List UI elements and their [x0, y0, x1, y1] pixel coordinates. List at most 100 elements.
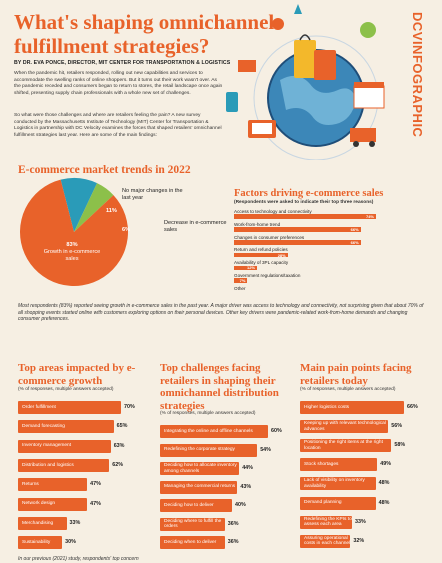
market-trends-title: E-commerce market trends in 2022	[18, 164, 191, 176]
factor-row: Government regulations/taxation 7%	[234, 273, 376, 283]
factor-label: Access to technology and connectivity	[234, 209, 312, 214]
area-label: Returns	[22, 481, 39, 487]
challenge-label: Deciding how to allocate inventory among…	[164, 463, 237, 474]
challenges-title: Top challenges facing retailers in shapi…	[160, 362, 279, 412]
areas-subtitle: (% of responses, multiple answers accept…	[18, 387, 114, 392]
pie-pct-nochange: 11%	[106, 208, 117, 214]
pain-bar: Keeping up with relevant technological a…	[300, 420, 389, 434]
factor-label: Government regulations/taxation	[234, 273, 301, 278]
pie-slice-0	[19, 179, 128, 286]
factors-title: Factors driving e-commerce sales	[234, 188, 384, 199]
area-bar: Network design	[18, 497, 88, 511]
cart-icon	[238, 60, 256, 72]
pie-label-decrease: Decrease in e-commerce sales	[164, 220, 227, 233]
pain-value: 58%	[394, 442, 406, 449]
factor-bar: 7%	[234, 278, 248, 284]
factor-row: Return and refund policies 28%	[234, 247, 376, 258]
area-label: Demand forecasting	[22, 424, 65, 430]
findings-note: Most respondents (83%) reported seeing g…	[18, 303, 424, 323]
factor-bar: 12%	[234, 265, 258, 271]
intro-paragraph-2: So what were those challenges and where …	[14, 113, 222, 138]
pain-label: Stock shortages	[304, 462, 339, 468]
pain-bar: Assuring operational costs in each chann…	[300, 534, 351, 548]
shopping-bag-icon	[294, 40, 316, 78]
pain-bar: Higher logistics costs	[300, 401, 404, 414]
factor-row: Changes in consumer preferences 66%	[234, 235, 376, 245]
challenges-subtitle: (% of responses, multiple answers accept…	[160, 411, 256, 416]
factor-value: 28%	[277, 252, 286, 258]
challenge-bar: Deciding when to deliver	[160, 536, 225, 549]
pain-value: 48%	[378, 499, 390, 506]
area-label: Inventory management	[22, 443, 72, 449]
factors-subtitle: (Respondents were asked to indicate thei…	[234, 200, 374, 205]
pains-subtitle: (% of responses, multiple answers accept…	[300, 387, 396, 392]
truck-icon	[350, 128, 376, 142]
challenge-label: Deciding how to deliver	[164, 502, 214, 508]
pain-bar: Lack of visibility on inventory availabi…	[300, 477, 376, 491]
factor-row: Work-from-home trend 66%	[234, 222, 376, 232]
factor-bar: 28%	[234, 253, 288, 258]
area-label: Sustainability	[22, 539, 51, 545]
challenge-value: 40%	[235, 502, 246, 508]
factor-value: 12%	[247, 265, 256, 271]
pain-label: Lack of visibility on inventory availabi…	[304, 478, 365, 489]
area-value: 47%	[90, 481, 101, 488]
pain-label: Demand planning	[304, 500, 342, 506]
pain-bar: Positioning the right items at the right…	[300, 439, 392, 453]
factor-row: Availability of 3PL capacity 12%	[234, 260, 376, 270]
pain-label: Assuring operational costs in each chann…	[304, 535, 351, 547]
factor-value: 74%	[365, 214, 374, 220]
factor-row: Other	[234, 286, 376, 291]
factor-row: Access to technology and connectivity 74%	[234, 209, 376, 219]
pain-bar: Demand planning	[300, 496, 376, 510]
pain-value: 48%	[378, 480, 390, 487]
area-bar: Returns	[18, 478, 88, 492]
pain-value: 66%	[407, 404, 418, 410]
area-value: 63%	[113, 442, 125, 449]
omnichannel-illustration	[226, 4, 385, 160]
pain-label: Keeping up with relevant technological a…	[304, 421, 386, 432]
factor-value: 66%	[350, 227, 359, 233]
area-bar: Order fulfillment	[18, 401, 121, 414]
area-bar: Distribution and logistics	[18, 458, 110, 472]
factor-label: Return and refund policies	[234, 247, 288, 253]
pain-value: 56%	[391, 423, 403, 430]
area-value: 62%	[112, 461, 124, 468]
factor-label: Changes in consumer preferences	[234, 234, 305, 240]
pain-value: 49%	[380, 461, 391, 468]
intro-paragraph-1: When the pandemic hit, retailers respond…	[14, 71, 223, 96]
challenge-bar: Integrating the online and offline chann…	[160, 425, 268, 438]
challenge-bar: Deciding where to fulfill the orders	[160, 517, 225, 531]
area-value: 47%	[90, 500, 101, 507]
brand-text: DCVINFOGRAPHIC	[410, 12, 425, 138]
pain-label: Higher logistics costs	[304, 404, 350, 410]
brand-logo: DCVINFOGRAPHIC	[407, 12, 427, 162]
byline: BY DR. EVA PONCE, DIRECTOR, MIT CENTER F…	[14, 60, 231, 66]
pain-value: 33%	[355, 518, 366, 525]
page-title: What's shaping omnichannel fulfillment s…	[14, 10, 275, 58]
pain-label: Redefining the KPIs to assess each area	[304, 516, 352, 528]
challenge-value: 54%	[260, 446, 271, 453]
challenge-value: 60%	[271, 428, 282, 434]
footnote: In our previous (2021) study, respondent…	[18, 556, 139, 562]
factor-label: Other	[234, 285, 246, 291]
chat-icon	[360, 22, 376, 38]
challenge-value: 44%	[242, 465, 253, 471]
challenge-label: Integrating the online and offline chann…	[164, 428, 253, 434]
pain-bar: Redefining the KPIs to assess each area	[300, 515, 352, 529]
factor-label: Work-from-home trend	[234, 221, 281, 227]
store-icon	[353, 85, 385, 109]
pie-slice-2	[74, 183, 114, 232]
factor-value: 7%	[239, 278, 246, 284]
pain-label: Positioning the right items at the right…	[304, 440, 383, 451]
factor-value: 66%	[350, 239, 359, 245]
area-bar: Demand forecasting	[18, 420, 114, 434]
challenge-bar: Redefining the corporate strategy	[160, 443, 258, 457]
challenge-bar: Deciding how to deliver	[160, 499, 232, 512]
areas-title: Top areas impacted by e-commerce growth	[18, 362, 136, 387]
challenge-value: 36%	[227, 539, 239, 545]
pie-label-growth: 83% Growth in e-commerce sales	[43, 242, 101, 262]
area-value: 70%	[124, 404, 135, 410]
pain-bar: Stock shortages	[300, 458, 378, 472]
challenge-label: Managing the commercial returns	[164, 484, 236, 490]
